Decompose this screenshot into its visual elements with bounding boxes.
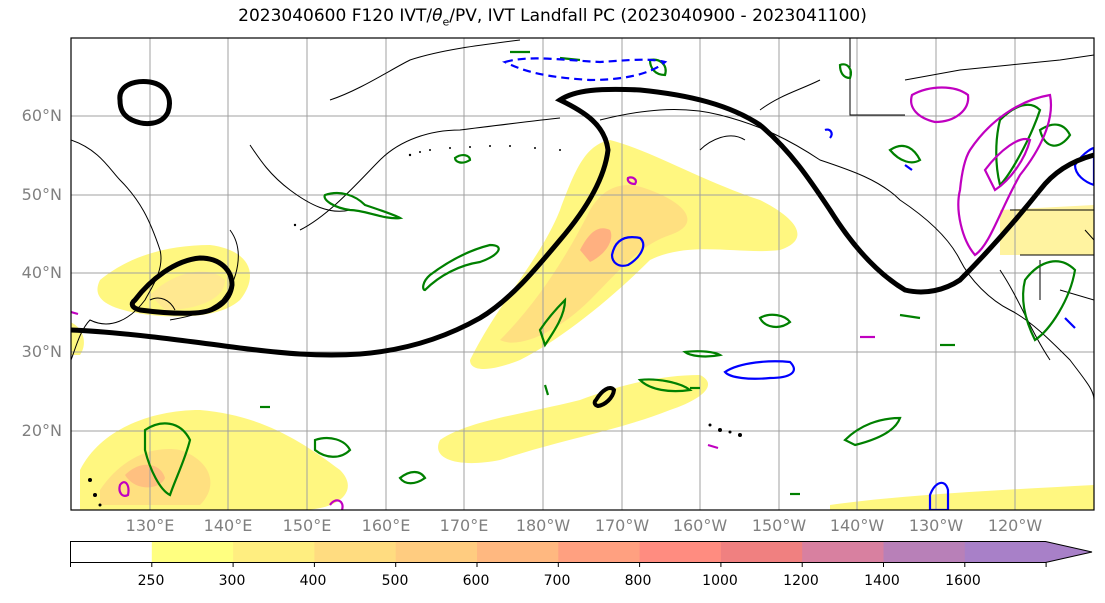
theta-contours-green — [143, 50, 1077, 497]
lon-label: 130°E — [125, 516, 175, 535]
lon-label: 180°W — [515, 516, 571, 535]
pv-contours — [71, 79, 1094, 409]
lon-label: 150°E — [282, 516, 332, 535]
lat-label: 20°N — [21, 421, 62, 440]
map-frame — [70, 37, 1095, 511]
islands — [88, 145, 742, 507]
colorbar — [70, 541, 1093, 567]
colorbar-segments — [70, 541, 1092, 563]
lon-label: 120°W — [987, 516, 1043, 535]
colorbar-segment — [395, 541, 478, 563]
lat-label: 60°N — [21, 106, 62, 125]
colorbar-label: 1600 — [945, 573, 981, 589]
colorbar-label: 1000 — [702, 573, 738, 589]
colorbar-segment — [151, 541, 234, 563]
lat-label: 40°N — [21, 263, 62, 282]
map-title: 2023040600 F120 IVT/θe/PV, IVT Landfall … — [238, 6, 867, 29]
colorbar-label: 250 — [137, 573, 165, 589]
theta-contours-blue — [502, 57, 1094, 510]
colorbar-segment — [802, 541, 884, 563]
lon-label: 160°W — [672, 516, 728, 535]
colorbar-segment — [558, 541, 641, 563]
colorbar-segment — [964, 541, 1092, 563]
lat-label: 50°N — [21, 185, 62, 204]
colorbar-segment — [639, 541, 722, 563]
lon-label: 160°E — [361, 516, 411, 535]
lon-label: 170°E — [439, 516, 489, 535]
lon-label: 130°W — [908, 516, 964, 535]
colorbar-segment — [70, 541, 153, 563]
lat-label: 30°N — [21, 342, 62, 361]
colorbar-label: 300 — [218, 573, 246, 589]
map-plot-area — [71, 38, 1094, 510]
colorbar-label: 500 — [381, 573, 409, 589]
colorbar-segment — [477, 541, 559, 563]
lon-label: 140°E — [203, 516, 253, 535]
lon-label: 140°W — [829, 516, 885, 535]
lon-label: 170°W — [594, 516, 650, 535]
lon-label: 150°W — [751, 516, 807, 535]
colorbar-segment — [233, 541, 315, 563]
colorbar-label: 1200 — [783, 573, 819, 589]
landfall-pc-contours — [71, 86, 1053, 510]
colorbar-label: 400 — [299, 573, 327, 589]
colorbar-label: 600 — [462, 573, 490, 589]
colorbar-label: 1400 — [864, 573, 900, 589]
colorbar-label: 800 — [624, 573, 652, 589]
colorbar-segment — [720, 541, 803, 563]
colorbar-segment — [314, 541, 397, 563]
colorbar-segment — [883, 541, 966, 563]
colorbar-label: 700 — [543, 573, 571, 589]
coastlines — [71, 38, 1094, 401]
